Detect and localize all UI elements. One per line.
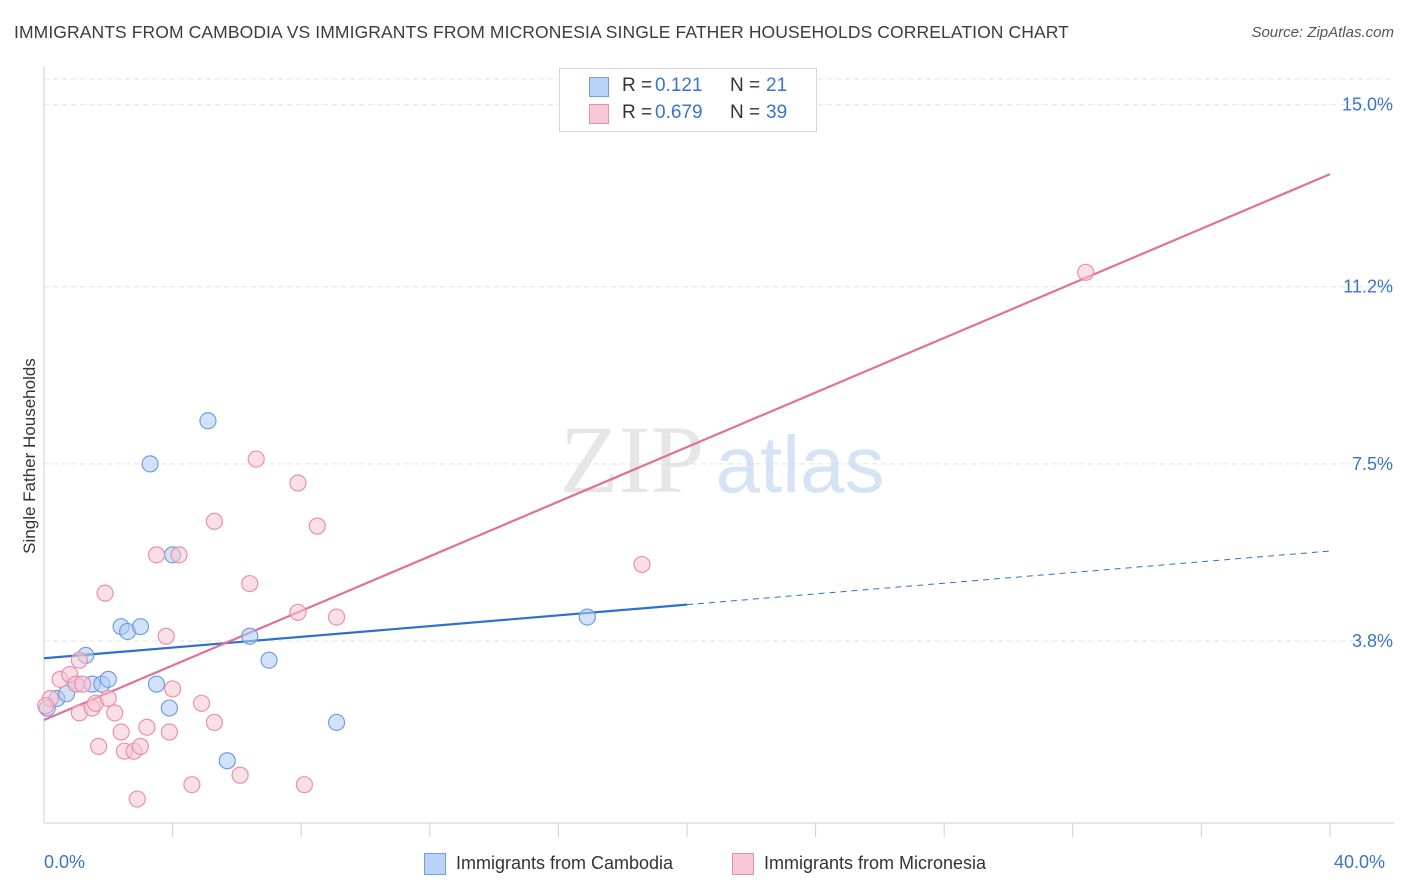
cambodia-point xyxy=(141,455,159,473)
x-tick-label-max: 40.0% xyxy=(1334,852,1386,872)
micronesia-point xyxy=(70,651,88,669)
n-label: N = xyxy=(730,102,761,123)
micronesia-point xyxy=(147,546,166,564)
cambodia-point xyxy=(241,627,259,645)
cambodia-point xyxy=(327,713,346,732)
y-tick-label: 3.8% xyxy=(1352,631,1393,651)
r-label: R = xyxy=(622,102,653,123)
n-value: 39 xyxy=(766,102,788,123)
grid-lines xyxy=(44,78,1394,642)
watermark-zip: ZIP xyxy=(560,406,704,513)
micronesia-point xyxy=(247,450,265,468)
n-label: N = xyxy=(730,75,761,96)
micronesia-point xyxy=(99,689,117,708)
micronesia-point xyxy=(157,627,175,645)
y-tick-label: 7.5% xyxy=(1352,454,1393,474)
micronesia-point xyxy=(205,512,223,530)
y-tick-label: 15.0% xyxy=(1342,95,1393,115)
data-points xyxy=(37,263,1095,808)
micronesia-point xyxy=(633,555,651,574)
micronesia-point xyxy=(231,766,249,784)
trend-lines xyxy=(43,173,1331,722)
cambodia-trend-extension xyxy=(686,550,1331,606)
micronesia-point xyxy=(192,694,211,712)
cambodia-point xyxy=(578,608,596,626)
micronesia-point xyxy=(73,675,92,693)
micronesia-point xyxy=(170,546,188,564)
micronesia-trend-line xyxy=(43,173,1331,722)
micronesia-point xyxy=(138,718,156,736)
cambodia-swatch xyxy=(589,77,609,97)
micronesia-swatch xyxy=(589,104,609,124)
y-tick-label: 11.2% xyxy=(1343,277,1393,297)
cambodia-point xyxy=(147,675,166,693)
micronesia-point xyxy=(37,697,55,715)
watermark: ZIP atlas xyxy=(560,406,884,513)
y-axis-title: Single Father Households xyxy=(20,358,39,554)
cambodia-point xyxy=(199,412,217,430)
legend-label-micronesia: Immigrants from Micronesia xyxy=(764,853,987,873)
micronesia-point xyxy=(289,474,307,492)
cambodia-point xyxy=(218,752,236,770)
stats-legend: R = 0.121 N = 21 R = 0.679 N = 39 xyxy=(559,68,817,132)
micronesia-point xyxy=(205,713,223,732)
r-value: 0.679 xyxy=(655,102,703,123)
r-label: R = xyxy=(622,75,653,96)
legend-label-cambodia: Immigrants from Cambodia xyxy=(456,853,674,873)
micronesia-point xyxy=(160,723,178,741)
micronesia-point xyxy=(112,723,130,741)
chart-title: IMMIGRANTS FROM CAMBODIA VS IMMIGRANTS F… xyxy=(14,22,1069,42)
micronesia-point xyxy=(308,517,326,535)
micronesia-point xyxy=(183,776,201,794)
cambodia-legend-swatch xyxy=(424,853,446,875)
cambodia-point xyxy=(99,670,117,688)
cambodia-point xyxy=(131,618,150,636)
watermark-atlas: atlas xyxy=(716,420,885,509)
stats-legend-row-micronesia: R = 0.679 N = 39 xyxy=(560,102,816,128)
x-tick-label-min: 0.0% xyxy=(44,852,86,872)
source-label: Source: ZipAtlas.com xyxy=(1251,24,1394,41)
micronesia-point xyxy=(128,790,146,808)
micronesia-point xyxy=(1077,263,1095,281)
micronesia-legend-swatch xyxy=(732,853,754,875)
micronesia-point xyxy=(295,776,314,794)
stats-legend-row-cambodia: R = 0.121 N = 21 xyxy=(560,75,816,101)
r-value: 0.121 xyxy=(655,75,703,96)
micronesia-point xyxy=(241,574,259,593)
micronesia-point xyxy=(96,584,114,602)
micronesia-point xyxy=(327,608,346,626)
cambodia-point xyxy=(160,699,178,717)
micronesia-point xyxy=(131,737,150,755)
micronesia-point xyxy=(289,603,307,621)
micronesia-point xyxy=(164,680,182,698)
micronesia-point xyxy=(90,737,108,755)
cambodia-point xyxy=(260,651,278,669)
micronesia-point xyxy=(106,704,124,722)
y-tick-labels: 3.8% 7.5% 11.2% 15.0% xyxy=(1342,95,1393,651)
n-value: 21 xyxy=(766,75,788,96)
